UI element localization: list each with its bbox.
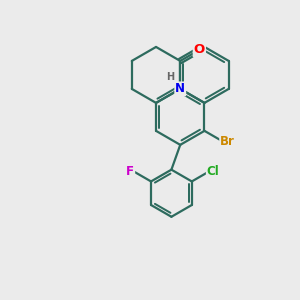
Text: Cl: Cl xyxy=(207,165,220,178)
Text: Br: Br xyxy=(220,135,235,148)
Text: N: N xyxy=(175,82,185,95)
Text: H: H xyxy=(166,71,174,82)
Text: O: O xyxy=(194,44,205,56)
Text: F: F xyxy=(126,165,134,178)
